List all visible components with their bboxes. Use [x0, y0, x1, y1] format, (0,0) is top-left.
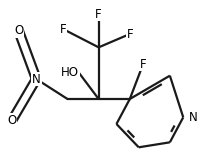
Text: F: F: [140, 57, 146, 71]
Text: N: N: [189, 111, 198, 124]
Text: HO: HO: [61, 66, 79, 79]
Text: F: F: [127, 28, 133, 40]
Text: F: F: [60, 23, 66, 35]
Text: N: N: [32, 73, 41, 86]
Text: O: O: [7, 114, 16, 127]
Text: O: O: [14, 24, 23, 37]
Text: F: F: [95, 8, 102, 20]
